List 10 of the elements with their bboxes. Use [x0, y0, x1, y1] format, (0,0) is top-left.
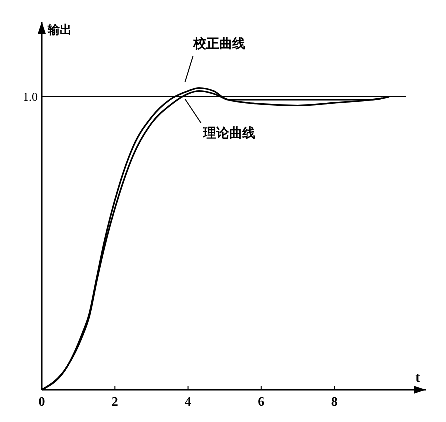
legend-label: 理论曲线	[202, 126, 256, 142]
x-tick-label: 2	[112, 394, 118, 409]
x-axis-title: t	[416, 371, 421, 386]
x-tick-label: 4	[185, 394, 192, 409]
y-axis-title: 输出	[47, 23, 72, 37]
text: 校正曲线	[192, 36, 246, 52]
x-tick-label: 0	[38, 394, 46, 409]
x-tick-label: 6	[258, 394, 266, 409]
ref-line-label: 1.0	[23, 90, 38, 104]
x-tick-label: 8	[331, 394, 338, 409]
